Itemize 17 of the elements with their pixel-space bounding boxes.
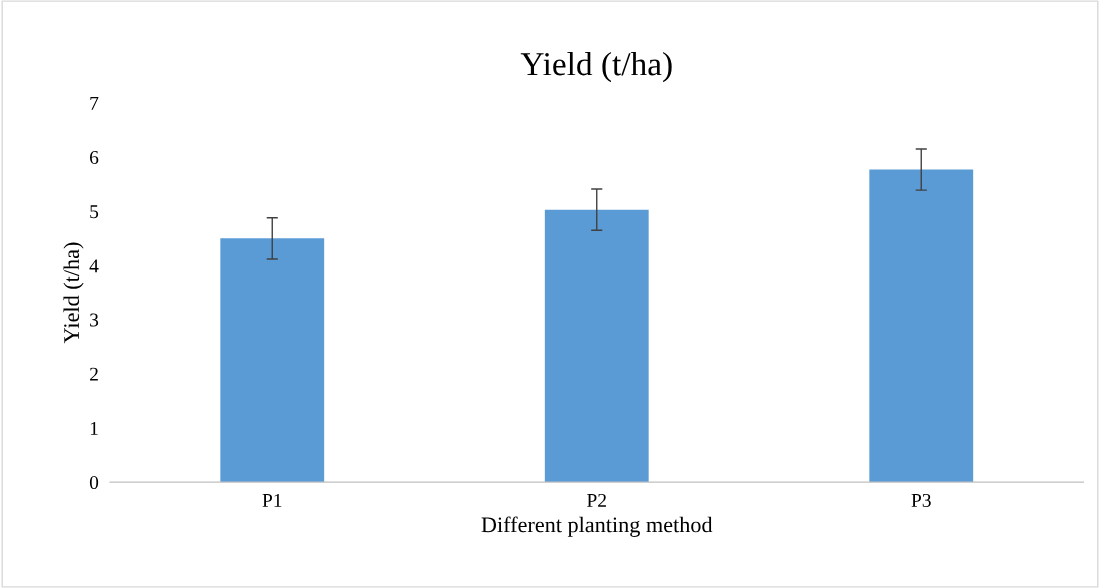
chart-title: Yield (t/ha) bbox=[520, 51, 672, 83]
y-tick-label: 3 bbox=[90, 313, 99, 327]
y-axis-title: Yield (t/ha) bbox=[63, 242, 84, 344]
x-tick-label: P3 bbox=[911, 493, 931, 507]
y-tick-label: 5 bbox=[90, 205, 99, 219]
y-tick-label: 2 bbox=[90, 367, 98, 381]
y-tick-label: 7 bbox=[90, 96, 99, 110]
bar bbox=[544, 209, 649, 483]
bar bbox=[220, 238, 325, 483]
x-tick-label: P1 bbox=[262, 493, 282, 507]
y-tick-label: 0 bbox=[89, 475, 99, 490]
y-tick-label: 1 bbox=[90, 421, 98, 435]
y-tick-label: 4 bbox=[89, 259, 99, 273]
bar bbox=[869, 169, 974, 483]
x-axis-title: Different planting method bbox=[481, 516, 713, 537]
x-tick-label: P2 bbox=[587, 493, 606, 507]
y-tick-label: 6 bbox=[90, 150, 99, 165]
